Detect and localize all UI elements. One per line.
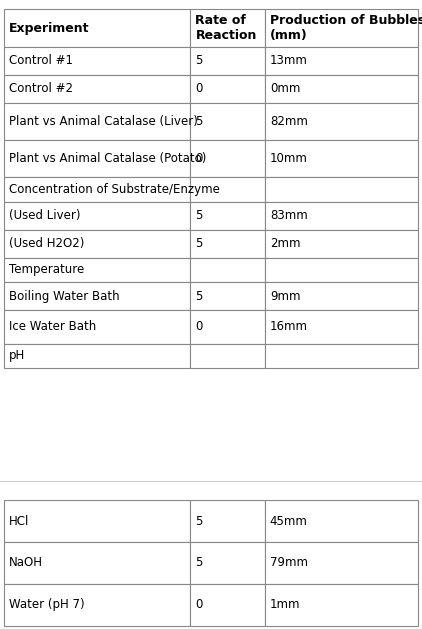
Bar — [190, 103, 265, 140]
Text: Water (pH 7): Water (pH 7) — [9, 598, 85, 611]
Bar — [190, 500, 265, 542]
Text: (Used H2O2): (Used H2O2) — [9, 237, 85, 250]
Bar — [265, 9, 418, 47]
Bar — [190, 584, 265, 626]
Text: Experiment: Experiment — [9, 21, 90, 35]
Bar — [265, 75, 418, 103]
Bar — [4, 202, 190, 230]
Bar — [190, 310, 265, 343]
Text: 5: 5 — [195, 289, 203, 303]
Bar — [4, 177, 190, 202]
Text: Concentration of Substrate/Enzyme: Concentration of Substrate/Enzyme — [9, 183, 220, 196]
Bar — [4, 140, 190, 177]
Text: (Used Liver): (Used Liver) — [9, 209, 81, 222]
Text: 0: 0 — [195, 82, 203, 96]
Text: Boiling Water Bath: Boiling Water Bath — [9, 289, 120, 303]
Text: 82mm: 82mm — [270, 115, 308, 128]
Text: Rate of
Reaction: Rate of Reaction — [195, 14, 257, 42]
Bar — [265, 343, 418, 368]
Bar — [4, 258, 190, 282]
Text: 0: 0 — [195, 598, 203, 611]
Bar — [265, 202, 418, 230]
Text: pH: pH — [9, 349, 26, 362]
Bar — [4, 75, 190, 103]
Text: 10mm: 10mm — [270, 152, 308, 165]
Bar — [265, 47, 418, 75]
Text: 16mm: 16mm — [270, 320, 308, 333]
Text: 13mm: 13mm — [270, 54, 308, 67]
Bar — [4, 500, 190, 542]
Bar — [265, 103, 418, 140]
Text: Plant vs Animal Catalase (Potato): Plant vs Animal Catalase (Potato) — [9, 152, 207, 165]
Bar — [4, 282, 190, 310]
Text: Production of Bubbles
(mm): Production of Bubbles (mm) — [270, 14, 422, 42]
Bar — [4, 584, 190, 626]
Text: Ice Water Bath: Ice Water Bath — [9, 320, 97, 333]
Text: 45mm: 45mm — [270, 515, 308, 528]
Text: Plant vs Animal Catalase (Liver): Plant vs Animal Catalase (Liver) — [9, 115, 198, 128]
Text: 83mm: 83mm — [270, 209, 308, 222]
Bar — [265, 258, 418, 282]
Text: 0mm: 0mm — [270, 82, 300, 96]
Bar — [190, 177, 265, 202]
Text: 1mm: 1mm — [270, 598, 300, 611]
Bar — [190, 140, 265, 177]
Text: Temperature: Temperature — [9, 264, 84, 276]
Text: 5: 5 — [195, 557, 203, 569]
Text: NaOH: NaOH — [9, 557, 43, 569]
Text: 5: 5 — [195, 515, 203, 528]
Bar — [265, 500, 418, 542]
Text: 0: 0 — [195, 152, 203, 165]
Bar — [190, 343, 265, 368]
Bar — [4, 542, 190, 584]
Bar — [4, 343, 190, 368]
Text: 79mm: 79mm — [270, 557, 308, 569]
Bar — [4, 310, 190, 343]
Text: Control #1: Control #1 — [9, 54, 73, 67]
Text: Control #2: Control #2 — [9, 82, 73, 96]
Text: 5: 5 — [195, 209, 203, 222]
Bar — [190, 75, 265, 103]
Bar — [265, 282, 418, 310]
Text: 5: 5 — [195, 54, 203, 67]
Bar — [265, 177, 418, 202]
Bar — [265, 230, 418, 258]
Bar — [190, 282, 265, 310]
Text: 5: 5 — [195, 237, 203, 250]
Text: 2mm: 2mm — [270, 237, 300, 250]
Text: 5: 5 — [195, 115, 203, 128]
Bar — [265, 140, 418, 177]
Text: 9mm: 9mm — [270, 289, 300, 303]
Bar — [190, 230, 265, 258]
Text: 0: 0 — [195, 320, 203, 333]
Bar — [4, 103, 190, 140]
Bar — [4, 47, 190, 75]
Bar — [265, 310, 418, 343]
Bar — [190, 202, 265, 230]
Bar — [265, 542, 418, 584]
Bar — [190, 9, 265, 47]
Bar — [190, 258, 265, 282]
Bar — [190, 47, 265, 75]
Bar — [4, 230, 190, 258]
Text: HCl: HCl — [9, 515, 30, 528]
Bar — [265, 584, 418, 626]
Bar — [4, 9, 190, 47]
Bar — [190, 542, 265, 584]
